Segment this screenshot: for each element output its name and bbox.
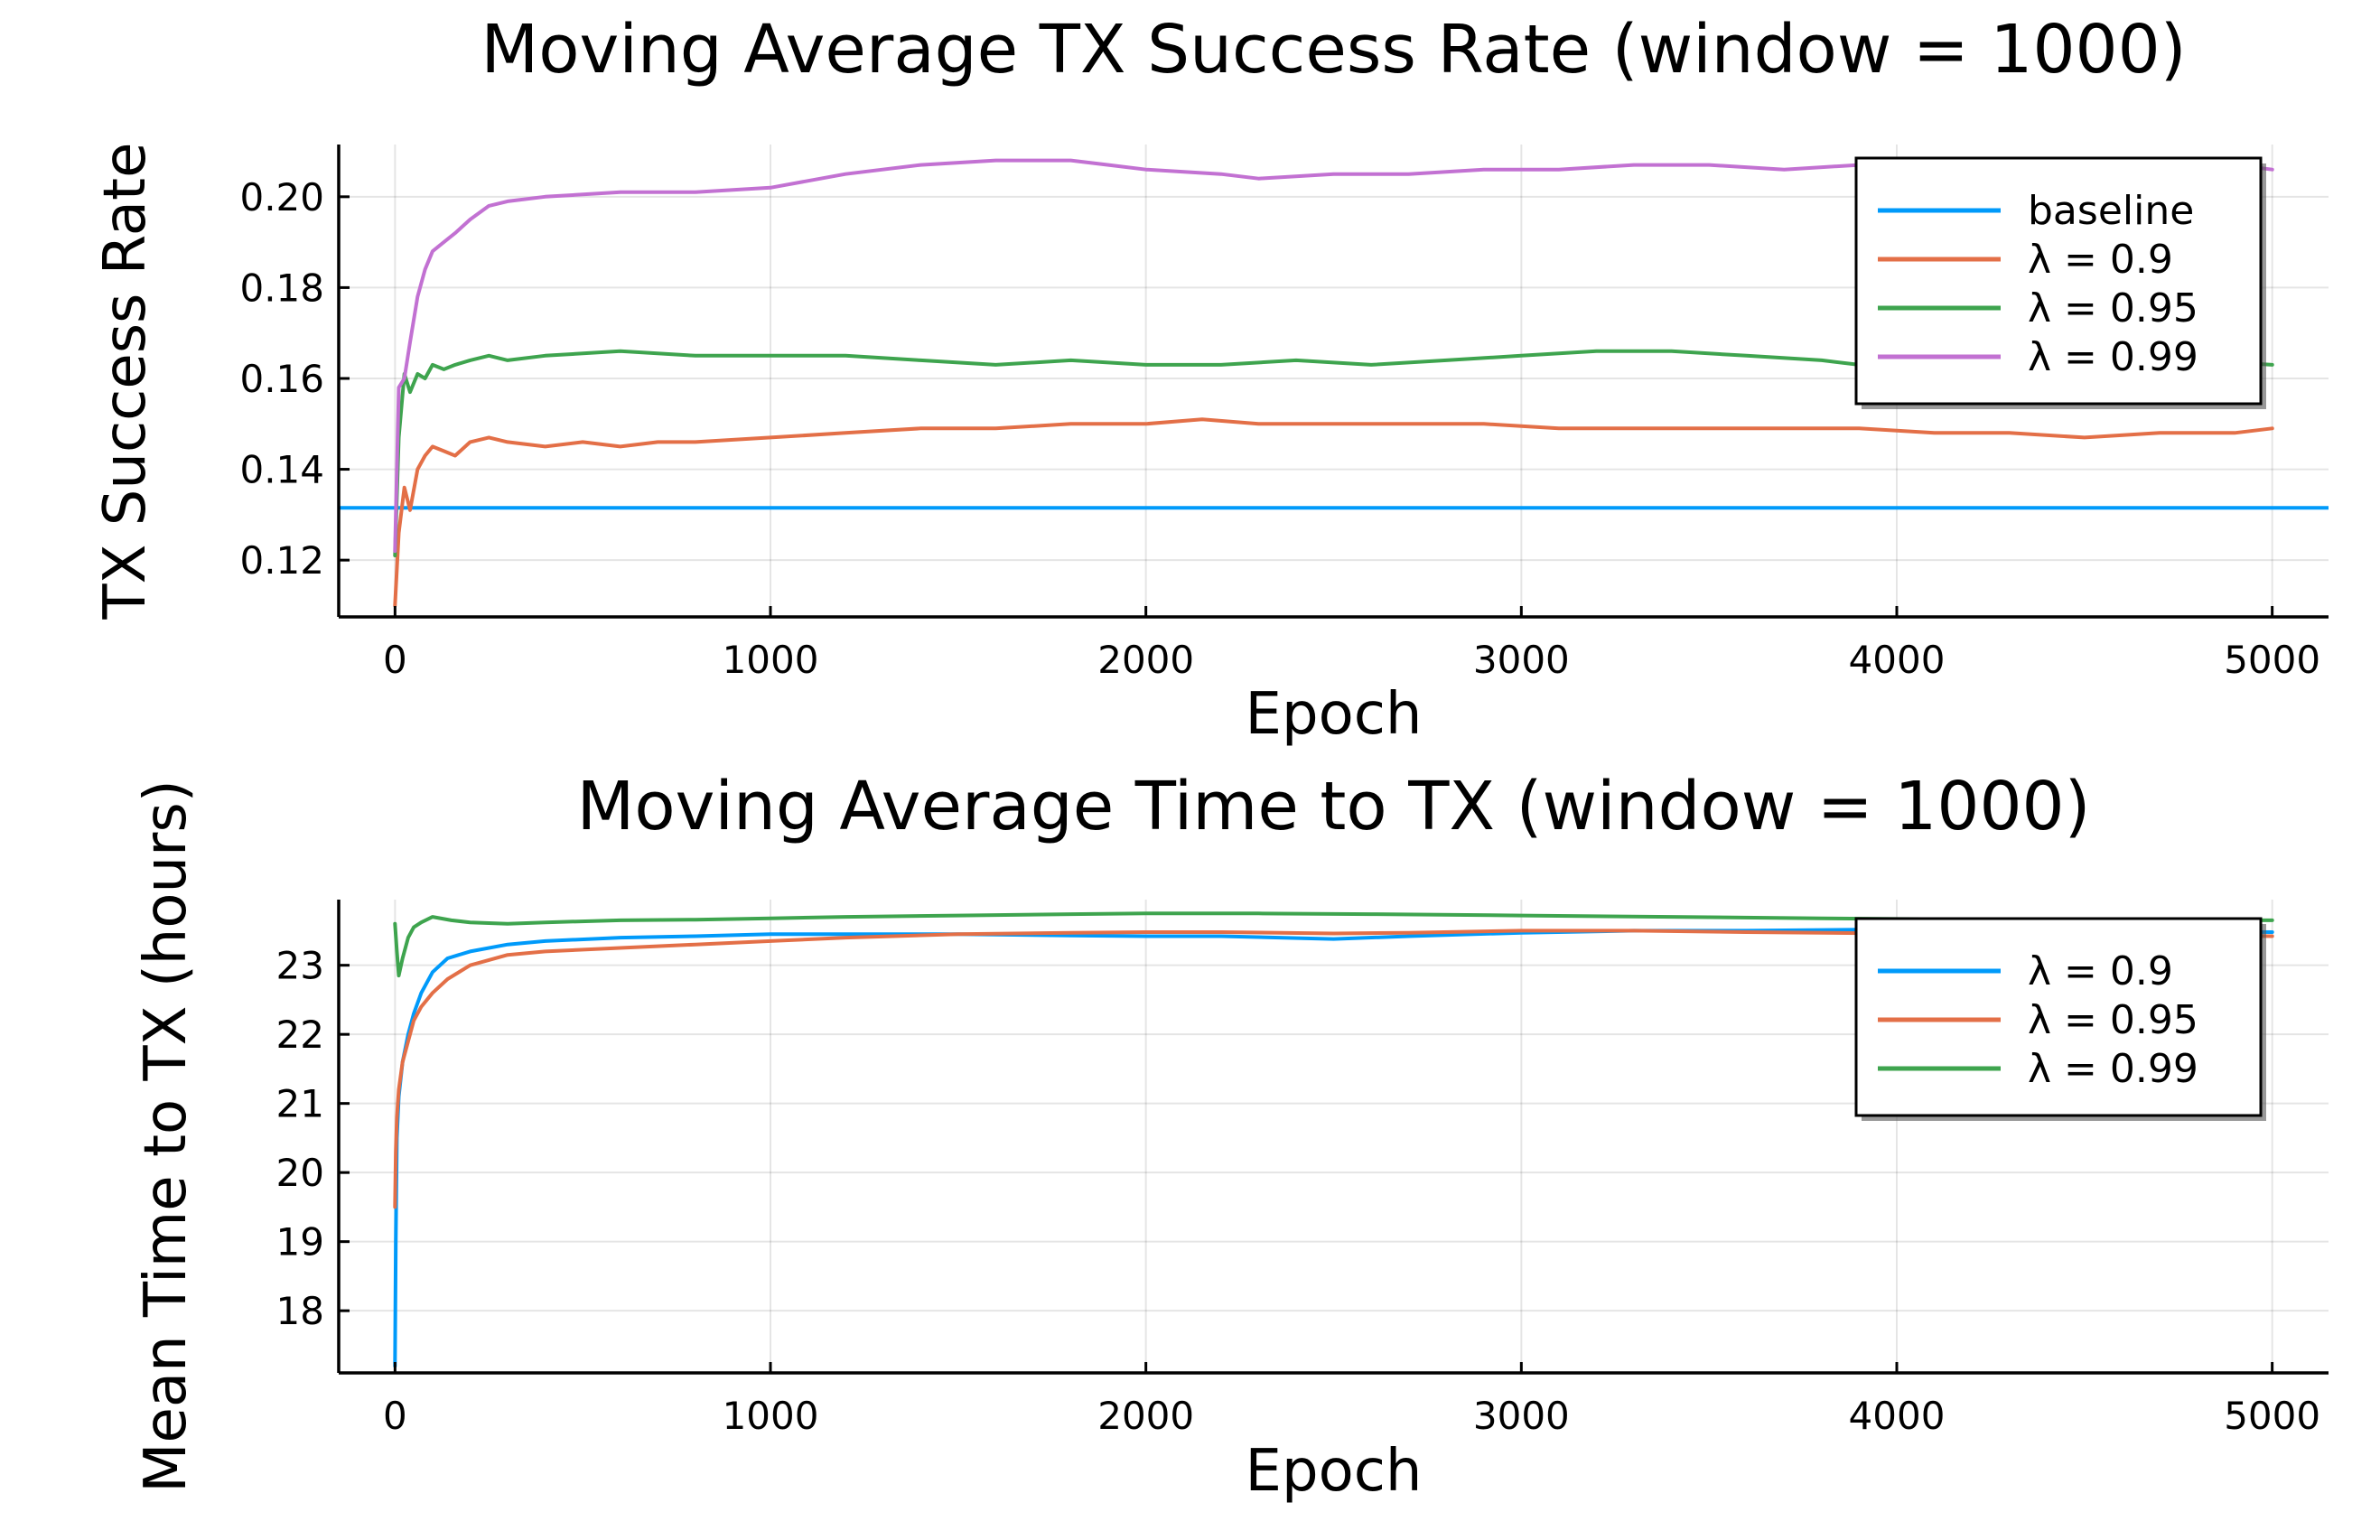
legend: λ = 0.9λ = 0.95λ = 0.99 (1854, 917, 2266, 1121)
x-tick-label: 1000 (723, 1394, 819, 1438)
success-rate-panel: 0 1000 2000 3000 4000 5000 0.12 0.14 0.16 0.18 0.2… (92, 11, 2329, 748)
y-tick-label: 0.18 (239, 266, 324, 310)
series-line-3 (393, 158, 2274, 554)
series-line-1 (393, 417, 2274, 608)
y-tick-label: 21 (276, 1082, 324, 1126)
legend-label-1: λ = 0.9 (2028, 237, 2173, 283)
series-line-1 (393, 929, 2274, 1209)
chart-title: Moving Average TX Success Rate (window =… (481, 11, 2186, 89)
y-tick-label: 0.16 (239, 357, 324, 401)
y-tick-label: 0.12 (239, 538, 324, 583)
x-axis-label: Epoch (1246, 1438, 1423, 1505)
time-to-tx-panel: 0 1000 2000 3000 4000 5000 18 19 20 21 22 23 Moving … (133, 768, 2329, 1505)
legend-label-1: λ = 0.95 (2028, 997, 2198, 1043)
x-tick-label: 2000 (1097, 1394, 1194, 1438)
x-tick-label: 4000 (1849, 638, 1946, 682)
y-axis-label: Mean Time to TX (hours) (133, 779, 200, 1492)
x-tick-label: 4000 (1849, 1394, 1946, 1438)
x-tick-label: 1000 (723, 638, 819, 682)
x-tick-label: 2000 (1097, 638, 1194, 682)
x-tick-label: 3000 (1473, 1394, 1570, 1438)
legend-label-2: λ = 0.99 (2028, 1046, 2198, 1092)
legend-box (1854, 156, 2263, 406)
y-tick-label: 18 (276, 1289, 324, 1333)
x-tick-label: 0 (383, 638, 407, 682)
series-line-2 (393, 911, 2274, 978)
y-tick-label: 22 (276, 1013, 324, 1057)
y-axis-label: TX Success Rate (92, 143, 159, 621)
x-tick-label: 0 (383, 1394, 407, 1438)
y-tick-label: 0.20 (239, 175, 324, 219)
chart-title: Moving Average Time to TX (window = 1000… (577, 768, 2091, 845)
x-axis-label: Epoch (1246, 681, 1423, 748)
y-tick-label: 23 (276, 944, 324, 988)
legend-label-2: λ = 0.95 (2028, 285, 2198, 331)
y-tick-label: 0.14 (239, 448, 324, 492)
legend-label-0: λ = 0.9 (2028, 948, 2173, 994)
x-tick-label: 5000 (2224, 638, 2320, 682)
legend-label-0: baseline (2028, 188, 2194, 234)
x-tick-label: 5000 (2224, 1394, 2320, 1438)
y-tick-label: 20 (276, 1151, 324, 1195)
legend-box (1854, 917, 2263, 1117)
x-tick-label: 3000 (1473, 638, 1570, 682)
y-tick-label: 19 (276, 1220, 324, 1265)
legend-label-3: λ = 0.99 (2028, 334, 2198, 380)
